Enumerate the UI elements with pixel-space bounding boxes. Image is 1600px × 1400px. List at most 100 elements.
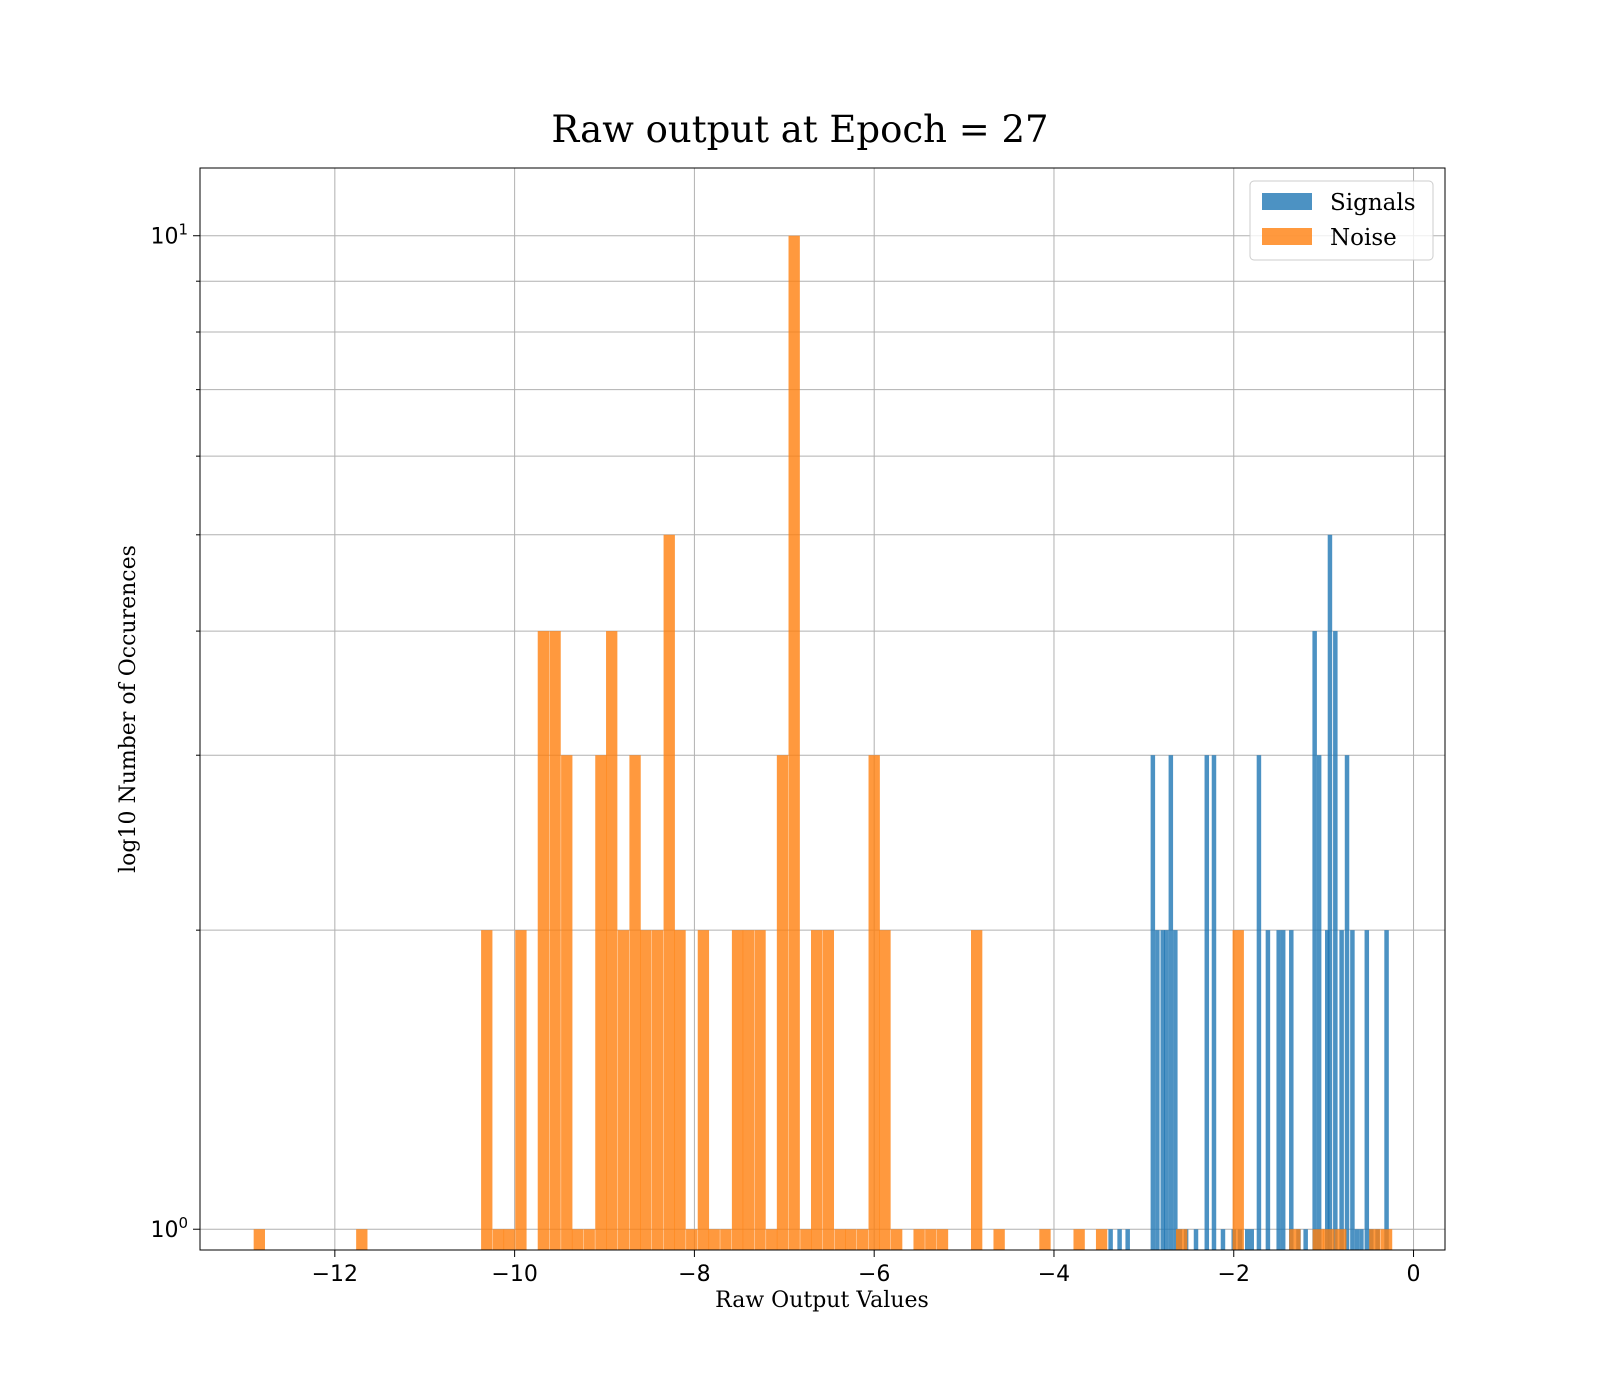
bar-noise (1323, 1229, 1335, 1250)
bar-noise (766, 1229, 778, 1250)
bar-noise (1380, 1229, 1393, 1250)
bar-signals (1211, 755, 1217, 1250)
bar-noise (913, 1229, 925, 1250)
bar-noise (663, 534, 675, 1250)
bar-noise (640, 930, 652, 1250)
bar-signals (1316, 755, 1322, 1250)
bar-noise (1095, 1229, 1108, 1250)
series-noise (253, 235, 1393, 1250)
bar-signals (1249, 1229, 1254, 1250)
bar-noise (1232, 930, 1244, 1250)
bar-signals (1256, 755, 1262, 1250)
y-axis: 100 101 (150, 221, 200, 1243)
bar-noise (492, 1229, 505, 1250)
legend-label-noise: Noise (1330, 225, 1397, 251)
bar-noise (674, 930, 686, 1250)
bar-signals (1384, 930, 1389, 1250)
y-tick-label: 101 (150, 221, 188, 250)
bar-noise (788, 235, 800, 1250)
bar-signals (1350, 930, 1355, 1250)
bar-signals (1359, 1229, 1364, 1250)
bar-noise (810, 930, 823, 1250)
x-axis: −12 −10 −8 −6 −4 −2 0 (312, 1250, 1421, 1287)
legend: Signals Noise (1249, 180, 1434, 261)
bar-signals (1160, 930, 1165, 1250)
bar-noise (742, 930, 755, 1250)
bar-noise (571, 1229, 584, 1250)
bar-signals (1164, 930, 1169, 1250)
legend-swatch-noise (1262, 228, 1312, 245)
bar-noise (1175, 1229, 1188, 1250)
bar-noise (925, 1229, 937, 1250)
bar-signals (1155, 930, 1160, 1250)
bar-signals (1339, 930, 1344, 1250)
bar-noise (993, 1229, 1005, 1250)
bar-noise (936, 1229, 949, 1250)
bar-noise (515, 930, 527, 1250)
x-tick-label: 0 (1407, 1262, 1421, 1287)
x-tick-label: −6 (858, 1262, 890, 1287)
bar-noise (686, 1229, 698, 1250)
bar-noise (651, 930, 664, 1250)
bar-noise (708, 1229, 720, 1250)
bar-noise (822, 930, 835, 1250)
bar-noise (561, 755, 573, 1250)
x-tick-label: −8 (678, 1262, 710, 1287)
legend-label-signals: Signals (1330, 190, 1416, 216)
bar-noise (503, 1229, 515, 1250)
bar-signals (1193, 1229, 1199, 1250)
bar-noise (890, 1229, 903, 1250)
bar-noise (1289, 1229, 1301, 1250)
bar-signals (1324, 930, 1330, 1250)
legend-swatch-signals (1262, 193, 1312, 210)
bar-signals (1289, 930, 1294, 1250)
bar-noise (1335, 1229, 1347, 1250)
bar-noise (845, 1229, 857, 1250)
bar-signals (1265, 930, 1271, 1250)
x-tick-label: −12 (312, 1262, 358, 1287)
chart-title: Raw output at Epoch = 27 (551, 108, 1048, 151)
x-tick-label: −10 (491, 1262, 537, 1287)
bars (253, 235, 1393, 1250)
series-signals (1108, 534, 1389, 1250)
bar-signals (1204, 755, 1210, 1250)
bar-signals (1173, 930, 1178, 1250)
bar-noise (697, 930, 710, 1250)
bar-signals (1150, 755, 1156, 1250)
bar-noise (879, 930, 891, 1250)
bar-noise (1369, 1229, 1381, 1250)
bar-noise (1073, 1229, 1085, 1250)
bar-signals (1327, 534, 1333, 1250)
bar-noise (549, 631, 561, 1250)
bar-noise (834, 1229, 846, 1250)
x-tick-label: −4 (1038, 1262, 1070, 1287)
bar-noise (595, 755, 607, 1250)
bar-signals (1364, 930, 1370, 1250)
bar-noise (583, 1229, 595, 1250)
bar-signals (1276, 930, 1281, 1250)
bar-signals (1244, 1229, 1250, 1250)
bar-noise (253, 1229, 265, 1250)
bar-signals (1168, 755, 1174, 1250)
bar-signals (1312, 631, 1317, 1250)
bar-noise (856, 1229, 869, 1250)
bar-signals (1354, 1229, 1360, 1250)
bar-noise (356, 1229, 368, 1250)
bar-noise (776, 755, 789, 1250)
bar-signals (1280, 930, 1286, 1250)
bar-noise (731, 930, 744, 1250)
bar-noise (800, 1229, 812, 1250)
plot-frame (199, 167, 1446, 1251)
bar-signals (1333, 631, 1338, 1250)
bar-noise (537, 631, 550, 1250)
x-axis-label: Raw Output Values (715, 1288, 929, 1313)
bar-signals (1220, 1229, 1226, 1250)
y-tick-label: 100 (150, 1214, 188, 1243)
bar-signals (1303, 1229, 1308, 1250)
bar-noise (868, 755, 880, 1250)
bar-signals (1108, 1229, 1113, 1250)
bar-noise (629, 755, 641, 1250)
bar-noise (617, 930, 630, 1250)
bar-noise (1312, 1229, 1324, 1250)
